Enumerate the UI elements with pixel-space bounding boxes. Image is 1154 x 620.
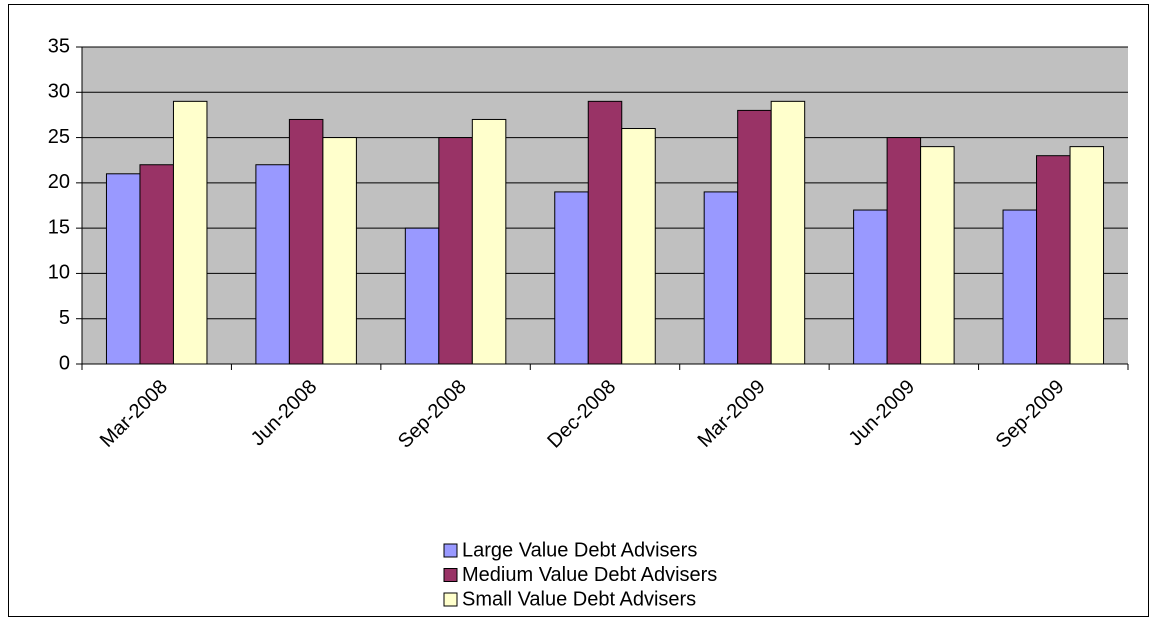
bar xyxy=(1002,209,1038,365)
bar xyxy=(1036,155,1071,365)
bar xyxy=(322,137,357,365)
bar xyxy=(172,100,208,365)
bar xyxy=(438,137,473,365)
legend-label: Medium Value Debt Advisers xyxy=(462,564,717,586)
bar xyxy=(255,164,290,365)
y-tick-label: 0 xyxy=(59,352,70,374)
legend-swatch xyxy=(443,568,458,582)
bar xyxy=(737,109,772,365)
y-tick-label: 20 xyxy=(48,171,70,193)
bar xyxy=(105,173,141,365)
bar xyxy=(703,191,739,365)
bar xyxy=(471,118,507,365)
y-tick-label: 10 xyxy=(48,262,70,284)
bar xyxy=(886,137,922,365)
bar xyxy=(139,164,174,365)
bar xyxy=(770,100,806,365)
bar xyxy=(554,191,589,365)
bar xyxy=(587,100,623,365)
y-tick-label: 30 xyxy=(48,81,70,103)
y-tick-label: 15 xyxy=(48,216,70,238)
legend-swatch xyxy=(443,592,458,607)
bar xyxy=(288,118,324,365)
legend-swatch xyxy=(443,543,458,558)
legend-label: Large Value Debt Advisers xyxy=(462,539,697,561)
bar xyxy=(621,128,656,365)
y-tick-label: 25 xyxy=(48,126,70,148)
bar xyxy=(404,227,440,365)
legend-label: Small Value Debt Advisers xyxy=(462,588,696,610)
y-tick-label: 35 xyxy=(48,35,70,57)
bar xyxy=(920,146,955,365)
bar xyxy=(853,209,888,365)
bar xyxy=(1069,146,1105,365)
y-tick-label: 5 xyxy=(59,307,70,329)
